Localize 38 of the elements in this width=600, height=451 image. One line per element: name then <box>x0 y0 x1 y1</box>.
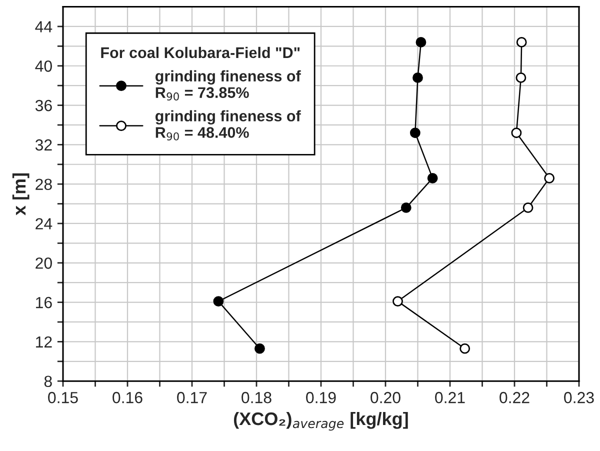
legend-title: For coal Kolubara-Field "D" <box>101 46 300 58</box>
point <box>410 128 420 138</box>
x-tick-label: 0.16 <box>112 392 142 404</box>
y-tick-label: 16 <box>36 296 52 308</box>
x-tick-label: 0.19 <box>306 392 336 404</box>
point <box>427 172 438 184</box>
point <box>511 128 522 138</box>
x-tick-label: 0.22 <box>500 392 530 404</box>
x-tick-label: 0.20 <box>370 392 400 404</box>
x-tick-label: 0.17 <box>177 392 207 404</box>
y-tick-label: 36 <box>35 100 52 112</box>
point <box>460 343 470 354</box>
x-tick-label: 0.15 <box>48 392 78 404</box>
y-tick-label: 32 <box>35 139 52 151</box>
x-tick-label: 0.18 <box>242 392 272 404</box>
legend-label: grinding fineness of R$_{90}$ = 48.40% <box>155 110 301 140</box>
point <box>392 296 403 307</box>
legend-label: grinding fineness of R$_{90}$ = 73.85% <box>155 70 301 101</box>
point <box>412 72 423 83</box>
point <box>516 72 526 83</box>
point <box>254 343 265 354</box>
y-tick-label: 28 <box>36 178 52 190</box>
point <box>522 202 534 213</box>
y-tick-label: 20 <box>36 258 52 269</box>
x-axis-title: (XCO₂)$_{average}$ [kg/kg] <box>234 412 408 431</box>
y-tick-label: 12 <box>36 336 52 348</box>
y-axis-title: x [m] <box>12 173 30 216</box>
point <box>416 37 426 48</box>
point <box>213 296 224 307</box>
x-tick-label: 0.23 <box>564 392 594 404</box>
x-tick-label: 0.21 <box>435 392 465 404</box>
y-tick-label: 40 <box>35 60 52 72</box>
point <box>544 172 555 184</box>
y-tick-label: 44 <box>35 21 52 32</box>
y-tick-label: 8 <box>44 376 52 388</box>
point <box>516 37 527 48</box>
point <box>400 202 412 213</box>
y-tick-label: 24 <box>36 218 52 230</box>
